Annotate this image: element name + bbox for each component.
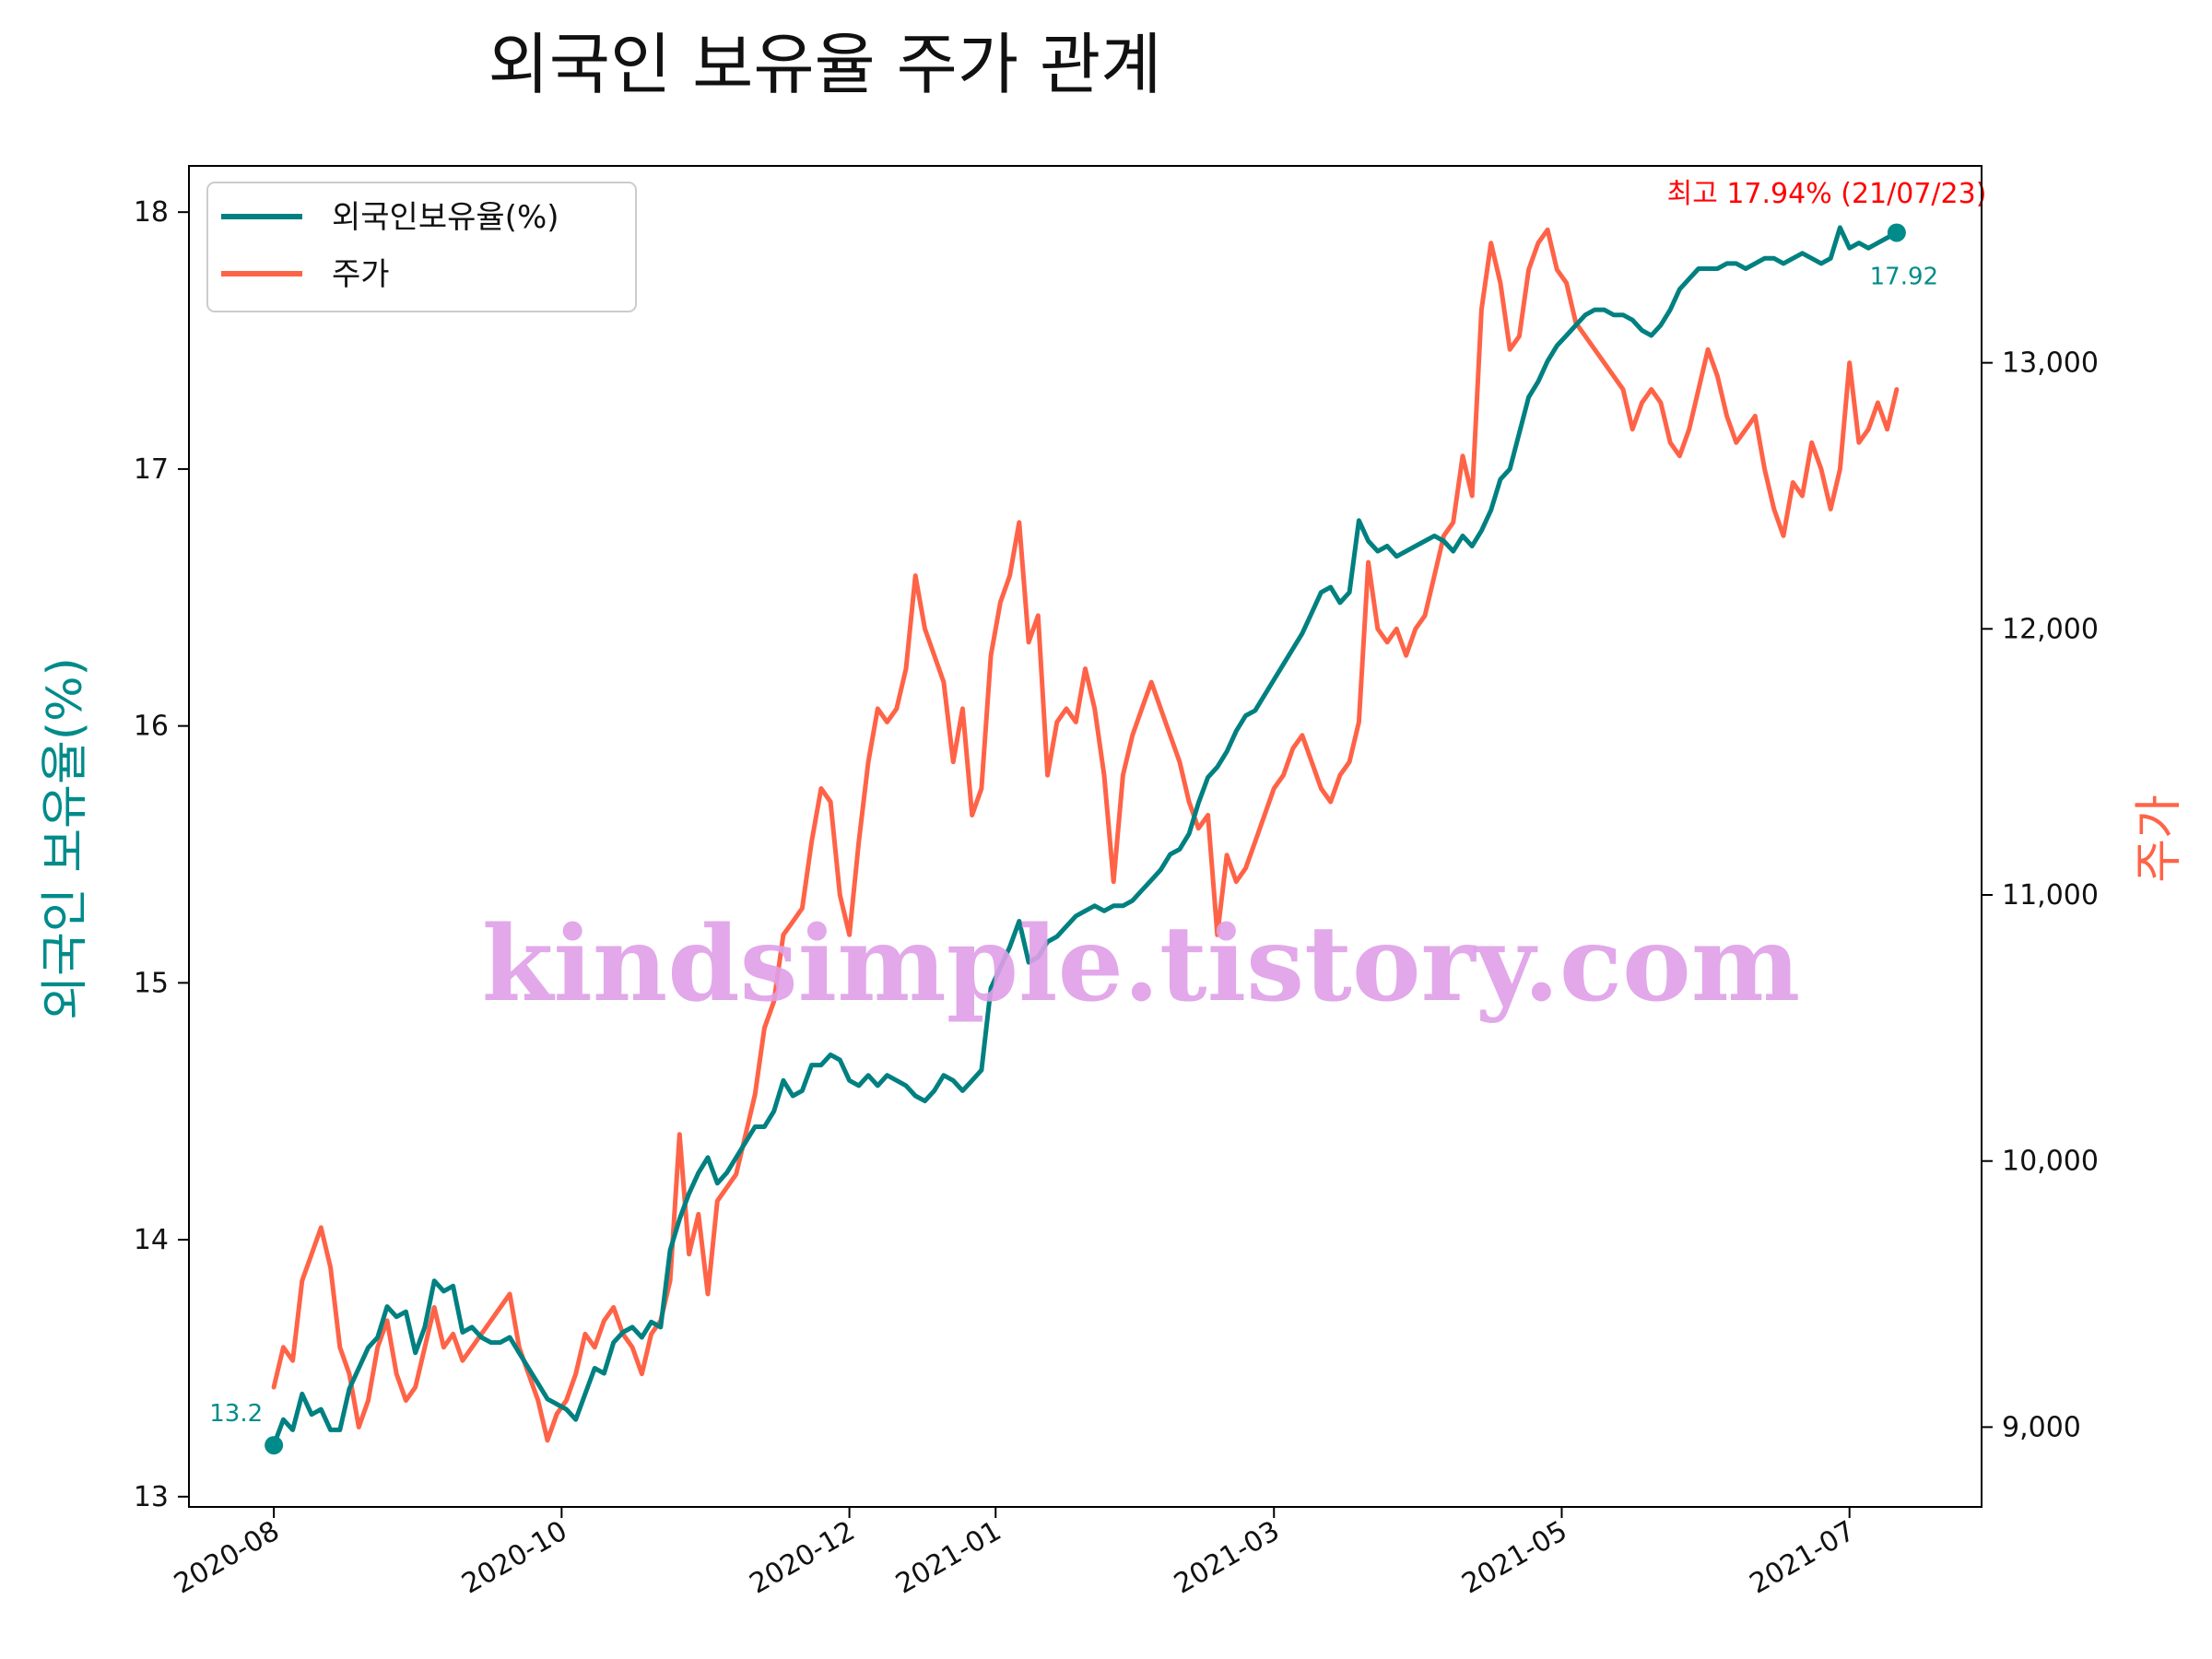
- x-tick-label: 2020-12: [745, 1515, 861, 1601]
- series-layer: [271, 225, 1900, 1448]
- y-axis-right-label: 주가: [2132, 794, 2187, 883]
- y-left-tick-label: 18: [134, 196, 169, 229]
- x-tick-label: 2020-08: [169, 1515, 285, 1601]
- start-point-marker: [265, 1436, 284, 1455]
- y-right-tick-label: 11,000: [2002, 879, 2099, 912]
- series-line-foreign-rate: [271, 225, 1900, 1448]
- legend: 외국인보유율(%) 주가: [206, 182, 637, 312]
- y-right-tick-label: 12,000: [2002, 613, 2099, 645]
- chart-title: 외국인 보유율 주가 관계: [488, 26, 1161, 103]
- legend-box: [206, 182, 637, 312]
- plot-frame: [188, 165, 1983, 1508]
- y-right-tick-label: 9,000: [2002, 1411, 2081, 1443]
- series-line-stock-price: [271, 227, 1900, 1443]
- start-value-label: 13.2: [209, 1400, 263, 1428]
- x-axis: 2020-08 2020-10 2020-12 2021-01 2021-03 2021-…: [169, 1507, 1861, 1601]
- x-tick-label: 2021-03: [1169, 1515, 1285, 1601]
- y-right-tick-label: 13,000: [2002, 347, 2099, 380]
- end-point-marker: [1887, 223, 1906, 242]
- y-left-tick-label: 15: [134, 967, 169, 999]
- watermark: kindsimple.tistory.com: [482, 904, 1801, 1025]
- x-tick-label: 2020-10: [456, 1515, 572, 1601]
- y-left-tick-label: 13: [134, 1481, 169, 1513]
- legend-label-foreign-rate: 외국인보유율(%): [332, 199, 559, 236]
- y-left-tick-label: 16: [134, 711, 169, 743]
- x-tick-label: 2021-01: [890, 1515, 1006, 1601]
- legend-label-stock-price: 주가: [332, 256, 390, 293]
- y-axis-left-label: 외국인 보유율(%): [38, 657, 93, 1020]
- y-left-tick-label: 14: [134, 1224, 169, 1256]
- end-value-label: 17.92: [1870, 263, 1938, 290]
- x-tick-label: 2021-05: [1456, 1515, 1572, 1601]
- max-value-label: 최고 17.94% (21/07/23): [1667, 178, 1987, 210]
- y-left-tick-label: 17: [134, 453, 169, 486]
- y-axis-right: 9,000 10,000 11,000 12,000 13,000: [1982, 347, 2099, 1443]
- y-right-tick-label: 10,000: [2002, 1146, 2099, 1178]
- annotation-layer: 13.2 17.92 최고 17.94% (21/07/23): [209, 178, 1987, 1455]
- x-tick-label: 2021-07: [1745, 1515, 1861, 1601]
- y-axis-left: 13 14 15 16 17 18: [134, 196, 189, 1513]
